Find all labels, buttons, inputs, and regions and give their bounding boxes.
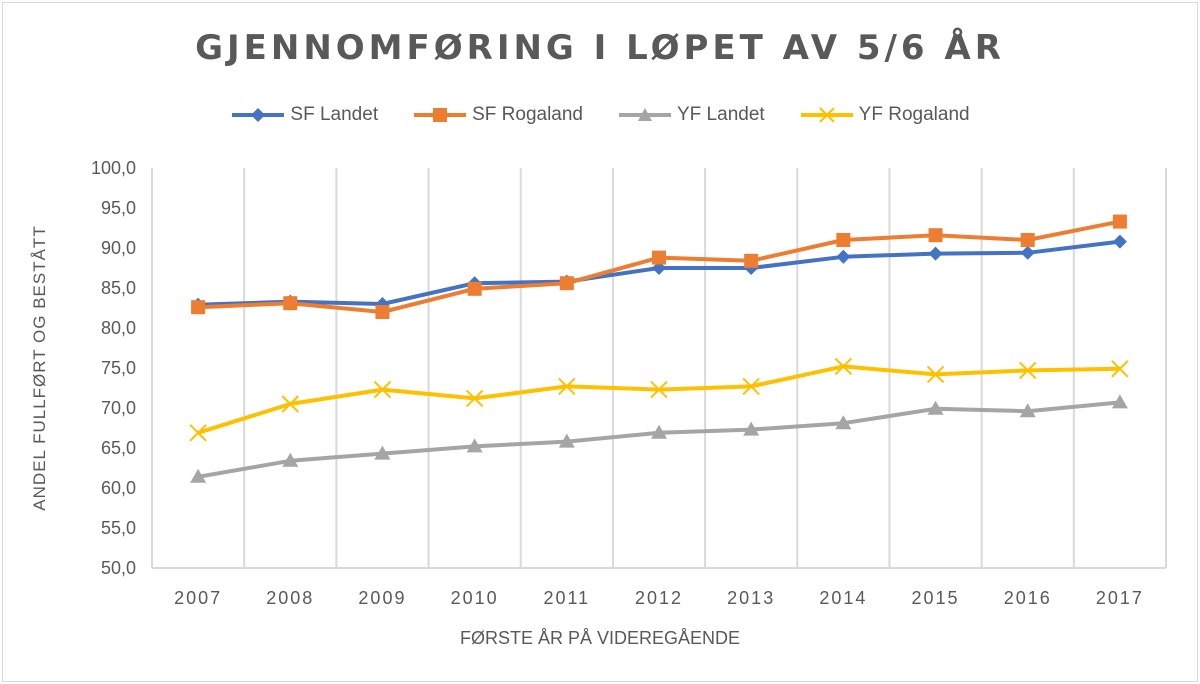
x-tick-label: 2008 (266, 588, 314, 608)
data-point-sf-landet (1020, 245, 1035, 260)
data-point-yf-rogaland (281, 395, 299, 413)
data-point-yf-landet (835, 415, 852, 430)
data-point-yf-landet (651, 424, 667, 439)
y-tick-label: 75,0 (101, 358, 136, 378)
y-tick-label: 90,0 (101, 238, 136, 258)
legend-item-yf-rogaland[interactable]: YF Rogaland (799, 104, 970, 126)
y-tick-label: 50,0 (101, 558, 136, 578)
x-tick-label: 2011 (543, 588, 590, 608)
y-tick-label: 70,0 (101, 398, 136, 418)
data-point-sf-landet (1112, 234, 1127, 249)
data-point-yf-rogaland (465, 389, 484, 408)
x-axis-ticks: 2007 2008 2009 2010 2011 2012 2013 2014 2015 2016… (174, 588, 1144, 608)
y-tick-label: 60,0 (101, 478, 136, 498)
data-point-sf-rogaland (652, 250, 666, 265)
data-point-sf-rogaland (375, 305, 390, 319)
legend: SF Landet SF Rogaland YF Landet YF Rogal… (0, 104, 1200, 126)
y-tick-label: 65,0 (101, 438, 136, 458)
series-markers (189, 214, 1129, 483)
data-point-yf-rogaland (834, 357, 853, 376)
data-point-yf-rogaland (1019, 361, 1037, 380)
y-tick-label: 100,0 (91, 158, 136, 178)
data-point-yf-landet (558, 433, 575, 448)
x-tick-label: 2009 (358, 588, 406, 608)
data-point-yf-landet (282, 452, 299, 467)
data-point-sf-rogaland (836, 233, 851, 247)
data-point-sf-rogaland (744, 253, 759, 268)
legend-item-sf-rogaland[interactable]: SF Rogaland (412, 104, 583, 126)
legend-label: YF Rogaland (858, 104, 970, 125)
legend-label: SF Rogaland (472, 104, 583, 125)
x-tick-label: 2007 (174, 588, 222, 608)
data-point-sf-rogaland (1112, 214, 1127, 229)
data-point-yf-rogaland (926, 365, 945, 384)
legend-marker-square-icon (414, 108, 467, 122)
x-tick-label: 2016 (1004, 588, 1052, 608)
y-tick-label: 55,0 (101, 518, 136, 538)
data-point-sf-rogaland (191, 300, 206, 315)
legend-label: SF Landet (290, 104, 379, 125)
x-tick-label: 2014 (819, 588, 867, 608)
data-point-yf-rogaland (373, 380, 392, 399)
data-point-yf-landet (927, 400, 944, 415)
data-point-yf-rogaland (558, 377, 576, 396)
data-point-yf-landet (466, 438, 483, 453)
legend-marker-x-icon (800, 107, 853, 123)
data-point-yf-landet (743, 421, 760, 436)
x-axis-label: FØRSTE ÅR PÅ VIDEREGÅENDE (459, 628, 741, 648)
gridlines (151, 168, 1167, 569)
y-axis-label: ANDEL FULLFØRT OG BESTÅTT (30, 225, 49, 511)
data-point-sf-rogaland (467, 281, 482, 296)
data-point-sf-rogaland (283, 296, 298, 311)
data-point-sf-landet (836, 249, 851, 264)
data-point-yf-rogaland (650, 380, 668, 399)
data-point-yf-rogaland (1111, 360, 1129, 378)
y-axis-ticks: 50,0 55,0 60,0 65,0 70,0 75,0 80,0 85,0 90,0 95,0… (91, 158, 136, 578)
y-tick-label: 85,0 (101, 278, 136, 298)
data-point-yf-rogaland (189, 424, 207, 442)
data-point-yf-rogaland (742, 377, 760, 396)
chart-title: GJENNOMFØRING I LØPET AV 5/6 ÅR (195, 28, 1005, 68)
x-tick-label: 2010 (451, 588, 499, 608)
x-tick-label: 2013 (727, 588, 775, 608)
data-point-sf-rogaland (928, 228, 943, 243)
data-point-yf-landet (1019, 403, 1036, 418)
legend-item-yf-landet[interactable]: YF Landet (617, 104, 765, 126)
y-tick-label: 80,0 (101, 318, 136, 338)
data-point-yf-landet (1111, 394, 1128, 409)
legend-item-sf-landet[interactable]: SF Landet (230, 104, 378, 126)
x-tick-label: 2012 (635, 588, 683, 608)
data-point-yf-landet (374, 445, 391, 460)
data-point-sf-rogaland (559, 276, 574, 291)
x-tick-label: 2015 (912, 588, 960, 608)
data-point-sf-landet (928, 246, 943, 261)
legend-marker-diamond-icon (232, 108, 285, 122)
legend-marker-triangle-icon (619, 108, 671, 121)
x-tick-label: 2017 (1096, 588, 1144, 608)
data-point-sf-rogaland (1020, 233, 1035, 247)
legend-label: YF Landet (677, 104, 765, 125)
y-tick-label: 95,0 (101, 198, 136, 218)
data-point-yf-landet (190, 468, 207, 483)
